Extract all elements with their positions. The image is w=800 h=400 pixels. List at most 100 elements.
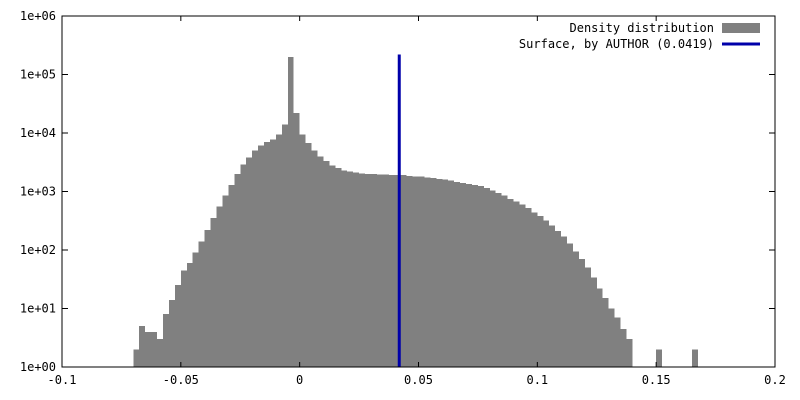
histogram-bar — [347, 171, 354, 367]
histogram-bar — [531, 212, 538, 367]
x-tick-label: 0.1 — [526, 373, 548, 387]
histogram-bar — [145, 331, 152, 367]
histogram-bar — [216, 206, 223, 367]
histogram-bar — [620, 328, 627, 367]
histogram-bar — [525, 208, 532, 367]
histogram-bar — [222, 195, 229, 367]
histogram-bar — [311, 150, 318, 367]
histogram-bar — [424, 177, 431, 367]
histogram-bar — [323, 161, 330, 367]
y-tick-label: 1e+01 — [20, 302, 56, 316]
histogram-bar — [483, 187, 490, 367]
histogram-bar — [543, 220, 550, 367]
x-tick-label: -0.05 — [163, 373, 199, 387]
histogram-bar — [596, 288, 603, 367]
histogram-bar — [376, 174, 383, 367]
histogram-bar — [240, 164, 247, 367]
histogram-bar — [590, 277, 597, 367]
histogram-bar — [204, 229, 211, 367]
histogram-bar — [234, 173, 241, 367]
x-tick-label: 0.2 — [764, 373, 786, 387]
histogram-bar — [477, 185, 484, 367]
histogram-bar — [567, 243, 573, 367]
histogram-bar — [258, 145, 265, 367]
histogram-bar — [305, 143, 312, 367]
histogram-bar — [264, 142, 270, 367]
histogram-bar — [400, 175, 407, 367]
y-tick-label: 1e+05 — [20, 68, 56, 82]
histogram-bar — [466, 183, 472, 367]
histogram-bar — [572, 251, 579, 367]
histogram-bar — [329, 165, 336, 367]
histogram-bar — [139, 326, 146, 367]
histogram-bar — [228, 184, 235, 367]
axis-tick-labels: -0.1 -0.05 0 0.05 0.1 0.15 0.2 1e+00 1e+01 1e+02 1… — [20, 9, 786, 387]
legend-label-surface: Surface, by AUTHOR (0.0419) — [519, 37, 714, 51]
histogram-bar — [192, 252, 199, 367]
y-tick-label: 1e+06 — [20, 9, 56, 23]
histogram-bar — [614, 317, 621, 367]
histogram-bar — [602, 298, 609, 367]
histogram-bar — [430, 178, 437, 367]
histogram-bar — [501, 195, 508, 367]
x-tick-label: 0.15 — [642, 373, 671, 387]
histogram-bar — [293, 112, 300, 367]
histogram-bar — [275, 134, 282, 367]
histogram-bar — [584, 267, 591, 367]
histogram-bar — [489, 190, 496, 367]
histogram-bar — [168, 299, 175, 367]
histogram-bar — [442, 179, 449, 367]
x-tick-label: 0 — [296, 373, 303, 387]
histogram-bar — [454, 182, 461, 367]
histogram-bar — [578, 259, 585, 367]
histogram-bar — [252, 150, 259, 367]
histogram-bar — [626, 339, 633, 367]
histogram-bar — [246, 157, 253, 367]
axis-ticks — [61, 15, 776, 368]
histogram-bar — [299, 134, 306, 367]
histogram-bar — [180, 270, 187, 367]
histogram-bar — [269, 139, 276, 367]
histogram-bar — [365, 173, 371, 367]
histogram-bar — [359, 173, 366, 367]
y-tick-label: 1e+00 — [20, 360, 56, 374]
y-tick-label: 1e+04 — [20, 126, 56, 140]
histogram-bar — [163, 314, 169, 367]
histogram-bar — [353, 172, 360, 367]
histogram-bar — [157, 339, 164, 367]
histogram-bar — [436, 178, 443, 367]
histogram-bar — [341, 170, 348, 367]
histogram-bar — [471, 184, 478, 367]
histogram-bar — [317, 156, 324, 367]
histogram-bar — [537, 216, 544, 367]
histogram-bar — [412, 176, 419, 367]
histogram-bar — [656, 349, 663, 367]
histogram-bar — [513, 201, 520, 367]
histogram-bar — [519, 204, 526, 367]
histogram-bar — [561, 236, 568, 367]
histogram-bar — [394, 175, 401, 367]
histogram-bar — [133, 349, 140, 367]
histogram-bar — [495, 192, 502, 367]
histogram-bar — [370, 173, 377, 367]
x-tick-label: -0.1 — [48, 373, 77, 387]
histogram-bar — [460, 182, 467, 367]
histogram-bars — [133, 56, 698, 367]
x-tick-label: 0.05 — [404, 373, 433, 387]
legend-label-density: Density distribution — [570, 21, 715, 35]
histogram-bar — [281, 124, 288, 367]
y-tick-label: 1e+03 — [20, 185, 56, 199]
histogram-bar — [507, 198, 514, 367]
histogram-bar — [198, 241, 205, 367]
legend-swatch-density — [722, 23, 760, 33]
histogram-bar — [549, 225, 556, 367]
histogram-bar — [210, 218, 217, 367]
histogram-bar — [382, 174, 389, 367]
histogram-bar — [388, 175, 395, 367]
histogram-bar — [555, 231, 562, 367]
histogram-bar — [406, 175, 413, 367]
histogram-bar — [151, 331, 158, 367]
histogram-bar — [174, 285, 181, 367]
histogram-bar — [448, 180, 455, 367]
